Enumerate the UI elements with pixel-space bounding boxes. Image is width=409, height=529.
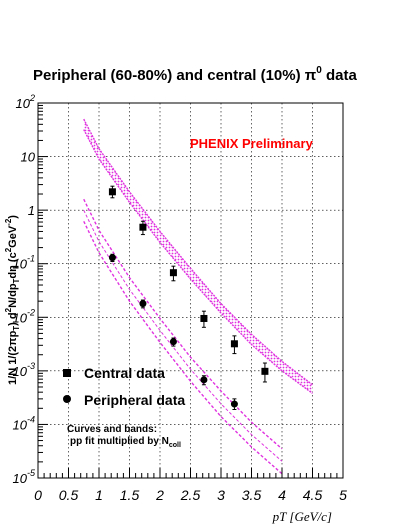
central-band-lower (83, 129, 313, 394)
peripheral-band-center-curve (83, 210, 283, 462)
band-note-line1: Curves and bands: (67, 424, 157, 435)
y-axis-label-part: ) d (7, 312, 19, 325)
x-tick-label: 3 (217, 487, 225, 503)
y-tick-label: 10-5 (13, 468, 36, 486)
y-tick-base: 1 (28, 203, 35, 218)
y-tick-label: 10 (21, 150, 36, 165)
x-tick-label: 3.5 (242, 487, 262, 503)
chart-title-main: Peripheral (60-80%) and central (10%) π (33, 67, 317, 84)
x-tick-label: 0.5 (59, 487, 79, 503)
x-tick-labels: 0 0.5 1 1.5 2 2.5 3 3.5 4 4.5 5 (34, 487, 347, 503)
y-tick-base: 10 (21, 150, 36, 165)
y-tick-base: 10 (13, 364, 28, 379)
central-data-point (108, 188, 116, 196)
y-tick-exponent: -3 (27, 361, 35, 371)
central-band-upper (83, 118, 313, 386)
legend: Central data Peripheral data (63, 365, 185, 408)
y-tick-label: 102 (16, 93, 35, 111)
data-points (108, 185, 269, 410)
grid-lines (38, 103, 343, 478)
legend-peripheral-marker (63, 395, 71, 403)
x-tick-label: 4.5 (303, 487, 323, 503)
y-tick-exponent: -2 (27, 307, 35, 317)
y-tick-label: 1 (28, 203, 35, 218)
y-axis-label-part: ) (7, 215, 19, 219)
y-tick-label: 10-1 (13, 254, 35, 272)
y-tick-exponent: -1 (27, 254, 35, 264)
x-tick-label: 4 (278, 487, 286, 503)
legend-peripheral-label: Peripheral data (84, 392, 185, 408)
peripheral-data-point (108, 254, 116, 262)
peripheral-band-lower (83, 220, 283, 475)
peripheral-band-upper (83, 198, 283, 450)
y-tick-base: 10 (13, 310, 28, 325)
central-data-point (169, 269, 177, 277)
x-tick-label: 1 (95, 487, 103, 503)
x-tick-label: 1.5 (120, 487, 140, 503)
chart-title-sup: 0 (316, 65, 322, 76)
y-axis-label-part: dη (c (7, 252, 19, 278)
x-tick-label: 5 (339, 487, 347, 503)
theory-bands (83, 118, 313, 475)
y-tick-label: 10-4 (13, 414, 35, 432)
axis-ticks (37, 102, 344, 479)
central-data-point (200, 314, 208, 322)
peripheral-data-point (169, 338, 177, 346)
band-note-line2: pp fit multiplied by Ncoll (70, 436, 181, 449)
y-axis-label-part: -2 (4, 218, 13, 226)
x-tick-label: 2 (155, 487, 164, 503)
x-axis-label: pT [GeV/c] (272, 509, 332, 524)
phenix-preliminary-annotation: PHENIX Preliminary (190, 136, 314, 151)
y-tick-base: 10 (13, 417, 28, 432)
x-tick-label: 0 (34, 487, 42, 503)
y-tick-base: 10 (16, 96, 31, 111)
y-tick-label: 10-2 (13, 307, 35, 325)
y-tick-base: 10 (13, 257, 28, 272)
y-tick-exponent: 2 (29, 93, 35, 103)
legend-central-marker (63, 369, 71, 377)
y-tick-label: 10-3 (13, 361, 35, 379)
band-note-line2-text: pp fit multiplied by N (70, 436, 169, 447)
chart-title-tail: data (322, 67, 358, 84)
x-tick-label: 2.5 (180, 487, 201, 503)
chart-title: Peripheral (60-80%) and central (10%) π0… (33, 65, 357, 84)
y-axis-label-part: T (12, 278, 21, 283)
central-data-point (261, 367, 269, 375)
y-axis-label: 1/N 1/(2πpT) d2N/dpTdη (c2GeV-2) (4, 215, 21, 385)
peripheral-data-point (230, 400, 238, 408)
y-axis-label-part: 2 (4, 307, 13, 312)
band-note-subscript: coll (169, 442, 181, 449)
peripheral-data-point (139, 300, 147, 308)
central-data-point (230, 340, 238, 348)
y-tick-base: 10 (13, 471, 28, 486)
y-axis-label-part: N/dp (7, 283, 19, 308)
central-data-point (139, 223, 147, 231)
y-axis-label-part: T (12, 326, 21, 331)
y-axis-label-part: GeV (7, 225, 19, 248)
y-axis-label-part: 2 (4, 247, 13, 252)
y-axis-label-part: 1/N 1/(2πp (7, 330, 19, 385)
y-tick-exponent: -5 (27, 468, 36, 478)
y-tick-exponent: -4 (27, 414, 35, 424)
central-band-fill (83, 119, 313, 394)
legend-central-label: Central data (84, 365, 165, 381)
peripheral-data-point (200, 376, 208, 384)
